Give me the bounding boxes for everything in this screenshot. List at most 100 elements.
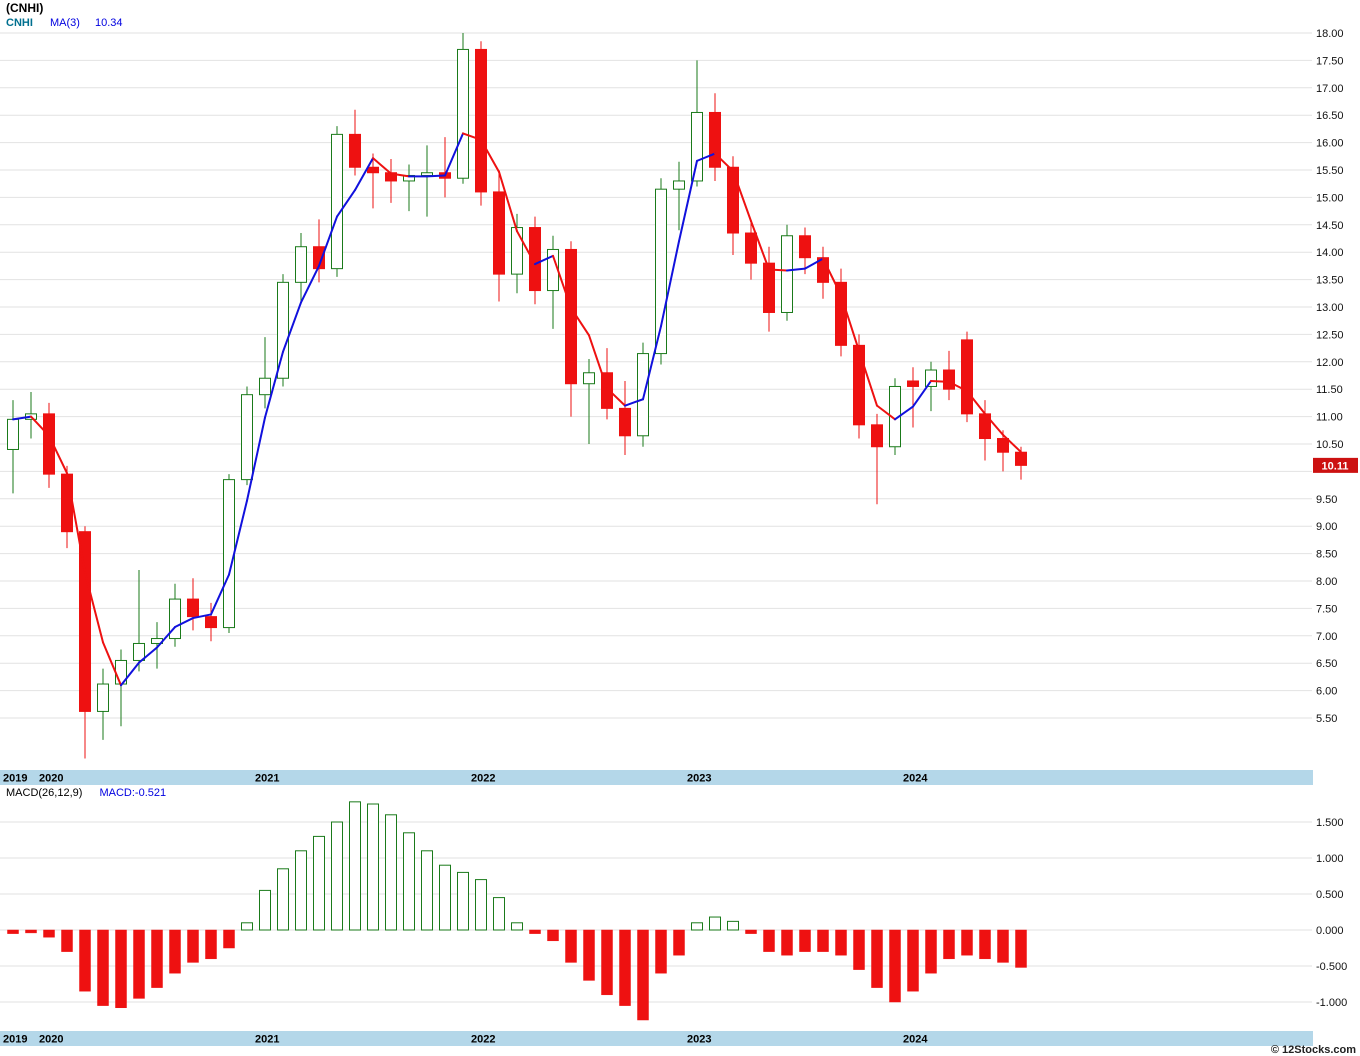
macd-bar-negative xyxy=(97,929,109,1006)
price-tick-label: 5.50 xyxy=(1316,713,1337,725)
ma-segment xyxy=(678,159,698,243)
macd-bar-negative xyxy=(799,929,811,952)
ma-segment xyxy=(426,174,446,178)
macd-bar-positive xyxy=(709,916,721,931)
macd-axis-labels: 1.500 1.000 0.500 0.000 -0.500 -1.000 xyxy=(1316,817,1347,1009)
candle-body xyxy=(61,473,73,533)
macd-bar-negative xyxy=(187,929,199,963)
candle-body xyxy=(799,235,811,259)
x-axis-band-bottom xyxy=(0,1031,1313,1046)
ma-segment xyxy=(912,379,932,408)
macd-bar-negative xyxy=(673,929,685,956)
price-tick-label: 6.00 xyxy=(1316,686,1337,698)
candle-body xyxy=(349,133,361,168)
ma-segment xyxy=(192,613,212,620)
candlestick-series xyxy=(7,33,1027,759)
candle-body xyxy=(457,48,469,179)
macd-bar-negative xyxy=(115,929,127,1009)
ma-segment xyxy=(156,626,176,649)
ma-segment xyxy=(462,132,482,141)
ma-segment xyxy=(246,416,266,502)
macd-bar-negative xyxy=(781,929,793,956)
macd-bar-positive xyxy=(295,850,307,931)
candle-body xyxy=(511,227,523,275)
year-label: 2019 xyxy=(3,773,27,785)
candle-body xyxy=(925,369,937,387)
candle-body xyxy=(277,281,289,379)
macd-bar-negative xyxy=(151,929,163,988)
ma-segment xyxy=(102,641,122,687)
macd-bar-negative xyxy=(61,929,73,952)
ma-segment xyxy=(48,434,68,475)
ma-segment xyxy=(894,405,914,421)
last-price-badge: 10.11 xyxy=(1313,457,1358,473)
macd-label: MACD(26,12,9) xyxy=(6,787,82,799)
candle-body xyxy=(871,424,883,448)
ma-value: 10.34 xyxy=(95,17,123,29)
macd-bar-negative xyxy=(169,929,181,974)
ma-segment xyxy=(876,404,896,421)
macd-bar-positive xyxy=(349,801,361,931)
macd-tick-label: 1.500 xyxy=(1316,817,1344,829)
price-tick-label: 10.50 xyxy=(1316,439,1344,451)
price-tick-label: 8.00 xyxy=(1316,576,1337,588)
ma-segment xyxy=(822,257,842,297)
candle-body xyxy=(781,235,793,313)
year-label: 2020 xyxy=(39,773,63,785)
price-tick-label: 13.50 xyxy=(1316,275,1344,287)
ma-segment xyxy=(948,380,968,393)
price-tick-label: 14.50 xyxy=(1316,220,1344,232)
macd-bar-negative xyxy=(133,929,145,999)
candle-body xyxy=(655,188,667,355)
candle-body xyxy=(709,111,721,168)
year-label: 2023 xyxy=(687,773,711,785)
ma-segment xyxy=(588,334,608,390)
candle-body xyxy=(565,248,577,385)
candle-body xyxy=(961,339,973,415)
ma-segment xyxy=(840,294,860,352)
ma-segment xyxy=(66,472,86,574)
ma-segment xyxy=(624,398,644,407)
macd-bar-negative xyxy=(853,929,865,970)
macd-bar-negative xyxy=(817,929,829,952)
macd-tick-label: -1.000 xyxy=(1316,997,1347,1009)
candle-body xyxy=(205,616,217,629)
ma-segment xyxy=(30,415,50,437)
last-price-badge-value: 10.11 xyxy=(1322,460,1349,472)
price-tick-label: 15.00 xyxy=(1316,192,1344,204)
candle-body xyxy=(241,394,253,481)
macd-bar-positive xyxy=(727,920,739,931)
price-legend: CNHI MA(3) 10.34 xyxy=(6,17,123,29)
ma-segment xyxy=(858,349,878,407)
ma-segment xyxy=(498,170,518,233)
macd-histogram xyxy=(7,801,1027,1021)
candle-body xyxy=(367,166,379,174)
macd-bar-negative xyxy=(619,929,631,1006)
ma-segment xyxy=(696,152,716,162)
price-tick-label: 12.00 xyxy=(1316,357,1344,369)
macd-bar-negative xyxy=(655,929,667,974)
macd-bar-negative xyxy=(583,929,595,981)
year-label: 2020 xyxy=(39,1034,63,1046)
year-label: 2023 xyxy=(687,1034,711,1046)
candle-body xyxy=(7,418,19,450)
price-tick-label: 7.50 xyxy=(1316,603,1337,615)
macd-bar-negative xyxy=(205,929,217,960)
ma-segment xyxy=(480,138,500,173)
ma-segment xyxy=(444,132,464,177)
candle-body xyxy=(997,438,1009,453)
price-tick-label: 11.00 xyxy=(1316,412,1343,424)
macd-bar-positive xyxy=(403,832,415,931)
candle-body xyxy=(943,369,955,390)
ma-segment xyxy=(786,267,806,272)
price-axis-labels: 18.00 17.50 17.00 16.50 16.00 15.50 15.00 14.50… xyxy=(1316,28,1344,725)
macd-bar-positive xyxy=(385,814,397,931)
candle-body xyxy=(1015,451,1027,466)
macd-bar-positive xyxy=(241,922,253,931)
macd-bar-negative xyxy=(565,929,577,963)
last-price-badge-bg xyxy=(1313,457,1358,473)
ma-segment xyxy=(120,661,140,687)
ma-segment xyxy=(372,157,392,175)
macd-bar-positive xyxy=(511,922,523,931)
